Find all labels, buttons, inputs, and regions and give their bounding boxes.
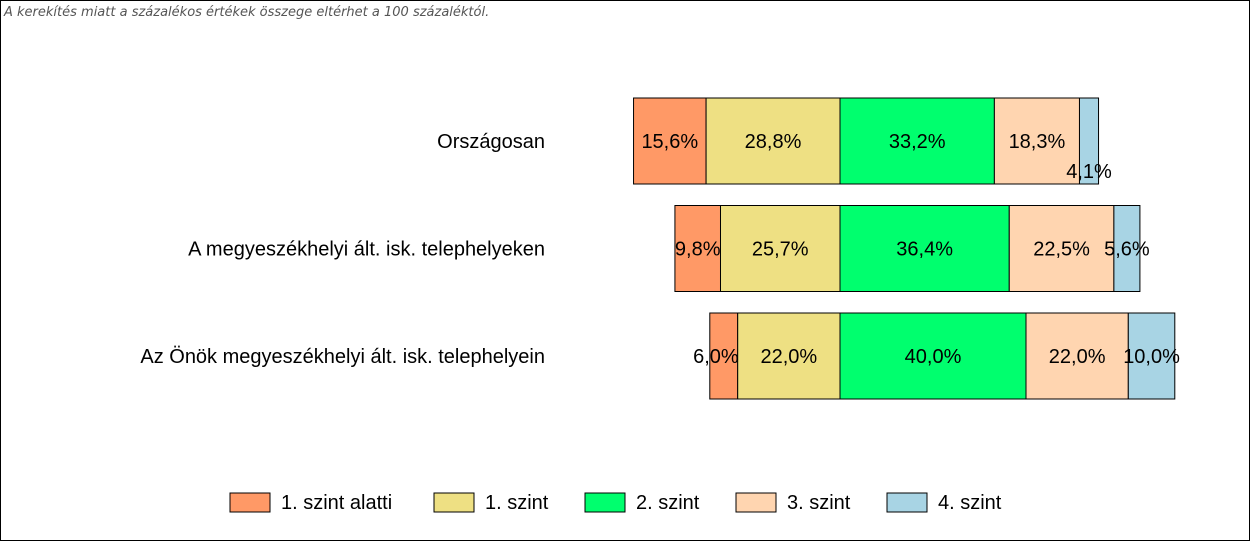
data-label: 28,8% [745, 131, 802, 153]
rounding-note: A kerekítés miatt a százalékos értékek ö… [4, 5, 490, 20]
legend-swatch [584, 492, 626, 513]
bar-segment [839, 97, 995, 185]
legend-label: 1. szint alatti [281, 492, 392, 514]
data-label: 22,5% [1033, 239, 1090, 261]
data-label: 15,6% [641, 131, 698, 153]
bar-segment [720, 205, 841, 292]
data-label: 10,0% [1123, 346, 1180, 368]
data-label: 5,6% [1104, 239, 1150, 261]
data-label: 36,4% [896, 239, 953, 261]
data-label: 22,0% [760, 346, 817, 368]
legend-label: 4. szint [938, 492, 1002, 514]
bar-segment [1078, 97, 1100, 185]
bar-segment [839, 205, 1010, 292]
legend-label: 3. szint [787, 492, 851, 514]
category-label: Az Önök megyeszékhelyi ált. isk. telephe… [140, 346, 545, 368]
legend-label: 1. szint [485, 492, 549, 514]
legend-swatch [229, 492, 271, 513]
data-label: 9,8% [675, 239, 721, 261]
data-label: 40,0% [905, 346, 962, 368]
bar-segment [633, 97, 707, 185]
legend-swatch [433, 492, 475, 513]
legend-swatch [735, 492, 777, 513]
bar-segment [1113, 205, 1141, 292]
bar-segment [1008, 205, 1115, 292]
data-label: 22,0% [1049, 346, 1106, 368]
data-label: 33,2% [889, 131, 946, 153]
bar-segment [993, 97, 1080, 185]
data-label: 25,7% [752, 239, 809, 261]
category-label: A megyeszékhelyi ált. isk. telephelyeken [188, 239, 545, 261]
data-label: 18,3% [1009, 131, 1066, 153]
bar-segment [674, 205, 721, 292]
bar-segment [737, 312, 841, 400]
category-label: Országosan [437, 131, 545, 153]
bar-segment [1025, 312, 1129, 400]
legend-label: 2. szint [636, 492, 700, 514]
data-label: 4,1% [1066, 161, 1112, 183]
bar-segment [709, 312, 739, 400]
bar-segment [1127, 312, 1176, 400]
data-label: 6,0% [693, 346, 739, 368]
legend-swatch [886, 492, 928, 513]
